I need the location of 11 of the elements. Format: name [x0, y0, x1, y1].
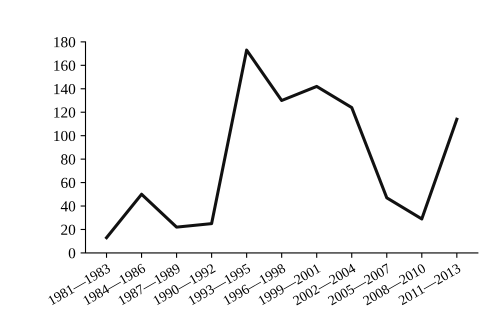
- y-tick-label: 40: [60, 201, 76, 212]
- y-tick-label: 120: [54, 107, 76, 118]
- y-tick-label: 60: [61, 178, 76, 188]
- line-series: [105, 48, 458, 240]
- y-tick-label: 80: [61, 154, 76, 165]
- y-tick-label: 20: [61, 224, 76, 235]
- y-tick-label: 0: [68, 248, 76, 258]
- y-tick-label: 140: [54, 84, 76, 94]
- y-tick-label: 100: [54, 130, 76, 142]
- y-tick-label: 160: [54, 60, 76, 71]
- y-tick-label: 180: [54, 37, 76, 48]
